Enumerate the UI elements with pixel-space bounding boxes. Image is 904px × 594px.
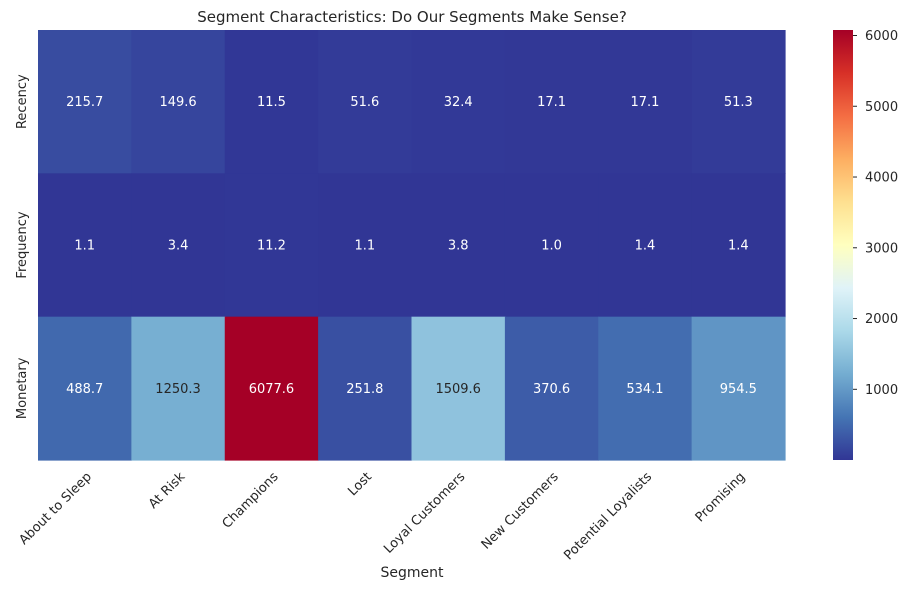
- x-tick-labels: About to Sleep At Risk Champions Lost Loyal …: [16, 469, 748, 563]
- cell-value-label: 1.1: [74, 239, 95, 254]
- heatmap-cell: [224, 30, 319, 174]
- cell-value-label: 17.1: [630, 95, 659, 110]
- cell-value-label: 1509.6: [435, 382, 481, 397]
- y-tick-labels: Recency Frequency Monetary: [15, 74, 30, 419]
- cell-value-label: 1.1: [354, 239, 375, 254]
- heatmap-cell: [411, 173, 506, 318]
- heatmap-cell: [598, 30, 693, 174]
- cell-value-label: 215.7: [66, 95, 103, 110]
- x-axis-label: Segment: [381, 565, 445, 581]
- heatmap-cell: [38, 316, 132, 461]
- heatmap-cell: [318, 30, 413, 174]
- cell-value-label: 11.5: [257, 95, 286, 110]
- x-tick-label: At Risk: [146, 469, 189, 512]
- heatmap-cell: [598, 173, 693, 318]
- cell-value-label: 51.3: [724, 95, 753, 110]
- cell-value-label: 1250.3: [155, 382, 201, 397]
- heatmap-cell: [224, 316, 319, 461]
- cell-value-label: 17.1: [537, 95, 566, 110]
- heatmap-cell: [318, 173, 413, 318]
- colorbar-tick-label: 5000: [865, 100, 898, 115]
- cell-value-label: 488.7: [66, 382, 103, 397]
- heatmap-cell: [38, 173, 132, 318]
- cell-value-label: 1.0: [541, 239, 562, 254]
- heatmap-cell: [224, 173, 319, 318]
- y-tick-label: Frequency: [15, 211, 30, 278]
- chart-title: Segment Characteristics: Do Our Segments…: [197, 8, 627, 26]
- cell-value-label: 534.1: [626, 382, 663, 397]
- heatmap-cell: [38, 30, 132, 174]
- x-tick-label: Loyal Customers: [381, 469, 468, 556]
- colorbar-tick-label: 4000: [865, 171, 898, 186]
- cell-value-label: 954.5: [720, 382, 757, 397]
- colorbar-tick-label: 3000: [865, 241, 898, 256]
- cell-value-label: 149.6: [159, 95, 196, 110]
- heatmap-cell: [131, 173, 226, 318]
- heatmap-cell: [504, 30, 599, 174]
- heatmap-cell: [598, 316, 693, 461]
- colorbar-tick-label: 6000: [865, 29, 898, 44]
- cell-value-label: 1.4: [635, 239, 656, 254]
- heatmap-cell: [131, 316, 226, 461]
- heatmap-cell: [691, 30, 786, 174]
- cell-value-label: 370.6: [533, 382, 570, 397]
- cell-value-label: 6077.6: [249, 382, 295, 397]
- colorbar-ticks: 1000 2000 3000 4000 5000 6000: [853, 29, 898, 398]
- heatmap-cell: [318, 316, 413, 461]
- x-tick-label: Champions: [220, 469, 282, 531]
- heatmap-cell-labels: 215.7 149.6 11.5 51.6 32.4 17.1 17.1 51.3 1.1 3.4…: [66, 95, 757, 397]
- cell-value-label: 3.4: [168, 239, 189, 254]
- heatmap-cell: [131, 30, 226, 174]
- x-tick-label: Lost: [345, 470, 375, 500]
- x-tick-label: About to Sleep: [16, 470, 94, 548]
- cell-value-label: 32.4: [444, 95, 473, 110]
- x-tick-label: New Customers: [479, 469, 562, 552]
- heatmap-cell: [504, 316, 599, 461]
- cell-value-label: 51.6: [350, 95, 379, 110]
- y-tick-label: Recency: [15, 74, 30, 129]
- cell-value-label: 3.8: [448, 239, 469, 254]
- colorbar-tick-label: 1000: [865, 383, 898, 398]
- heatmap-cell: [504, 173, 599, 318]
- x-tick-label: Potential Loyalists: [561, 469, 655, 563]
- heatmap-cell: [411, 30, 506, 174]
- heatmap-cell: [411, 316, 506, 461]
- y-tick-label: Monetary: [15, 357, 30, 419]
- heatmap-cell: [691, 173, 786, 318]
- heatmap-cells: [38, 30, 786, 461]
- heatmap-cell: [691, 316, 786, 461]
- cell-value-label: 1.4: [728, 239, 749, 254]
- cell-value-label: 11.2: [257, 239, 286, 254]
- colorbar-tick-label: 2000: [865, 312, 898, 327]
- colorbar: [833, 30, 853, 460]
- cell-value-label: 251.8: [346, 382, 383, 397]
- x-tick-label: Promising: [693, 470, 749, 526]
